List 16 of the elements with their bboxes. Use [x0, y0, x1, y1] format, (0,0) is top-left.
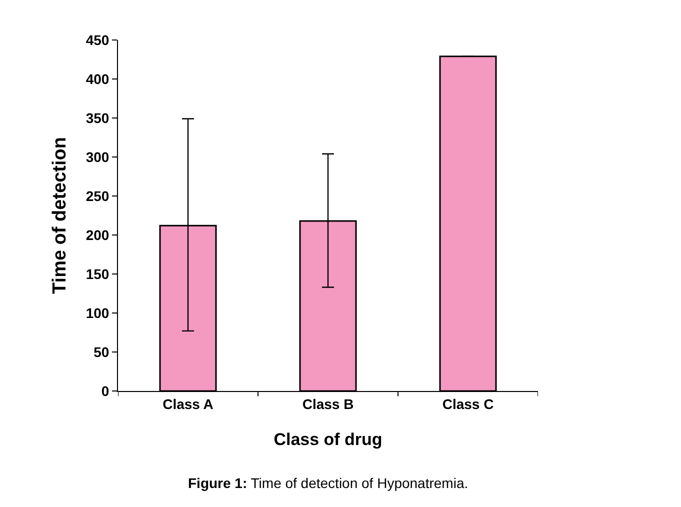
y-axis-title: Time of detection — [50, 137, 71, 294]
y-tick-label: 450 — [86, 32, 110, 48]
x-tick-label: Class A — [162, 396, 214, 412]
y-tick-label: 300 — [86, 148, 110, 165]
y-tick-label: 400 — [86, 70, 110, 87]
caption: Figure 1: Time of detection of Hyponatremia. — [188, 475, 468, 491]
y-tick-label: 150 — [86, 266, 110, 282]
y-tick-label: 200 — [86, 226, 110, 243]
y-tick-label: 350 — [86, 110, 110, 126]
x-tick-label: Class B — [302, 396, 354, 412]
y-tick-label: 50 — [94, 344, 110, 360]
y-tick-label: 0 — [101, 382, 110, 399]
x-tick-label: Class C — [442, 396, 494, 412]
y-tick-label: 100 — [86, 304, 110, 321]
y-tick-label: 250 — [86, 188, 110, 204]
x-axis-title: Class of drug — [274, 430, 382, 450]
